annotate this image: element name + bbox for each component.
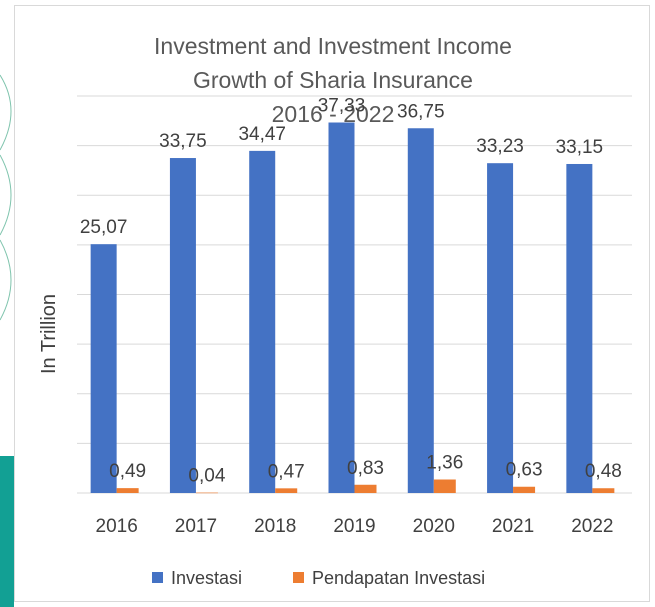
data-label-pendapatan-investasi-2017: 0,04 (188, 466, 225, 487)
data-label-pendapatan-investasi-2016: 0,49 (109, 461, 146, 482)
data-label-investasi-2020: 36,75 (397, 101, 445, 122)
bar-investasi-2017 (169, 158, 196, 493)
legend-swatch-investasi (152, 572, 163, 583)
data-label-investasi-2021: 33,23 (476, 136, 524, 157)
x-tick-label-2021: 2021 (492, 516, 534, 537)
bar-investasi-2018 (249, 150, 276, 493)
bar-investasi-2020 (407, 128, 434, 493)
decor-arc-1 (0, 74, 12, 151)
chart-area: Investment and Investment Income Growth o… (14, 5, 650, 602)
data-label-investasi-2017: 33,75 (159, 131, 207, 152)
bar-pendapatan-investasi-2022 (592, 488, 615, 493)
bars (90, 122, 615, 494)
x-tick-label-2019: 2019 (333, 516, 375, 537)
bar-pendapatan-investasi-2021 (513, 486, 536, 493)
data-label-investasi-2016: 25,07 (80, 217, 128, 238)
decor-teal-bar (0, 456, 14, 607)
data-label-investasi-2019: 37,33 (318, 95, 366, 116)
chart-title-line-2: Growth of Sharia Insurance (193, 67, 473, 93)
decor-arc-3 (0, 239, 12, 321)
x-tick-label-2022: 2022 (571, 516, 613, 537)
data-label-investasi-2018: 34,47 (238, 124, 286, 145)
x-axis-ticks: 2016 2017 2018 2019 2020 2021 2022 (96, 516, 614, 537)
bar-pendapatan-investasi-2016 (116, 488, 139, 493)
bar-chart: Investment and Investment Income Growth o… (38, 33, 632, 588)
data-label-pendapatan-investasi-2019: 0,83 (347, 458, 384, 479)
x-tick-label-2020: 2020 (413, 516, 455, 537)
x-tick-label-2018: 2018 (254, 516, 296, 537)
bar-pendapatan-investasi-2019 (354, 484, 377, 493)
bar-investasi-2022 (566, 163, 593, 493)
legend-label-pendapatan-investasi: Pendapatan Investasi (312, 568, 485, 588)
bar-pendapatan-investasi-2020 (433, 479, 456, 493)
data-labels: 25,07 0,49 33,75 0,04 34,47 0,47 37,33 0,83 36,7… (80, 95, 622, 486)
bar-pendapatan-investasi-2017 (195, 492, 218, 494)
data-label-pendapatan-investasi-2022: 0,48 (585, 461, 622, 482)
data-label-investasi-2022: 33,15 (556, 137, 604, 158)
bar-investasi-2019 (328, 122, 355, 493)
bar-pendapatan-investasi-2018 (275, 488, 298, 493)
legend: Investasi Pendapatan Investasi (152, 568, 485, 588)
chart-title-line-1: Investment and Investment Income (154, 33, 512, 59)
bar-investasi-2021 (487, 163, 514, 493)
decor-arc-2 (0, 154, 12, 236)
legend-swatch-pendapatan-investasi (293, 572, 304, 583)
x-tick-label-2016: 2016 (96, 516, 138, 537)
legend-label-investasi: Investasi (171, 568, 242, 588)
data-label-pendapatan-investasi-2018: 0,47 (268, 461, 305, 482)
data-label-pendapatan-investasi-2020: 1,36 (426, 453, 463, 474)
bar-investasi-2016 (90, 244, 117, 493)
y-axis-title: In Trillion (38, 294, 60, 374)
x-tick-label-2017: 2017 (175, 516, 217, 537)
data-label-pendapatan-investasi-2021: 0,63 (506, 460, 543, 481)
